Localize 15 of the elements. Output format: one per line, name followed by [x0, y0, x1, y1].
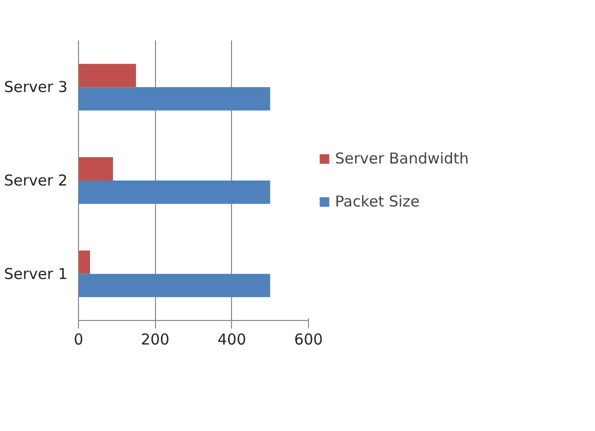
bar — [78, 64, 136, 88]
legend-label: Server Bandwidth — [335, 150, 469, 168]
y-tick-label: Server 2 — [4, 172, 68, 190]
x-tick-label: 0 — [74, 330, 84, 348]
x-tick-label: 600 — [294, 330, 323, 348]
legend-label: Packet Size — [335, 192, 420, 210]
bar — [78, 87, 270, 110]
x-tick-label: 200 — [140, 330, 170, 348]
bar — [78, 157, 113, 180]
y-tick-label: Server 3 — [4, 78, 68, 96]
bar — [78, 274, 270, 298]
bar — [78, 180, 270, 204]
x-tick-label: 400 — [218, 330, 246, 348]
bar — [78, 250, 90, 274]
y-tick-label: Server 1 — [4, 264, 68, 283]
